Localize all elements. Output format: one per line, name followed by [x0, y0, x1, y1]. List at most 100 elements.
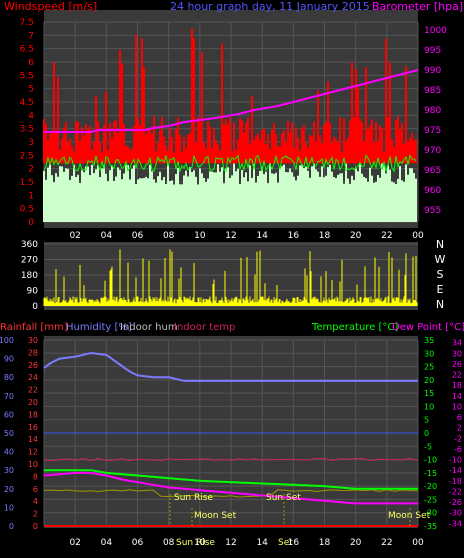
rainfall-tick: 0 — [33, 522, 38, 531]
windspeed-axis-label: Windspeed [m/s] — [4, 0, 97, 13]
sun-set-axis-label: Set — [278, 538, 293, 548]
dew-point-tick: 34 — [452, 339, 462, 348]
rainfall-tick: 20 — [28, 398, 38, 407]
temperature-tick: -25 — [424, 495, 437, 504]
moon-set-label: Moon Set — [194, 511, 237, 521]
barometer-tick: 960 — [424, 186, 441, 196]
x-tick: 16 — [288, 231, 300, 241]
direction-degree-tick: 180 — [21, 271, 38, 281]
rainfall-tick: 12 — [28, 448, 38, 457]
temperature-tick: -35 — [424, 522, 437, 531]
humidity-tick: 40 — [4, 448, 14, 457]
dew-point-tick: -18 — [449, 477, 462, 486]
rainfall-tick: 22 — [28, 386, 38, 395]
humidity-tick: 50 — [4, 429, 14, 438]
windspeed-tick: 1.5 — [20, 178, 34, 188]
windspeed-tick: 2 — [28, 165, 34, 175]
sun-moon-markers: Sun Rise Sun Set Moon Set Moon Set Sun R… — [169, 493, 431, 548]
x-tick: 02 — [69, 231, 80, 241]
windspeed-tick: 5 — [28, 85, 34, 95]
windspeed-tick: 1 — [28, 191, 34, 201]
direction-series — [43, 249, 418, 306]
dew-point-tick: 26 — [452, 360, 462, 369]
temp-x-tick-labels: 02 04 06 08 10 12 14 16 18 20 22 00 — [69, 538, 424, 548]
barometer-tick: 970 — [424, 146, 441, 156]
rainfall-tick: 30 — [28, 336, 38, 345]
windspeed-tick: 3.5 — [20, 125, 34, 135]
temperature-tick: 10 — [424, 402, 434, 411]
x-tick: 14 — [256, 231, 268, 241]
barometer-axis-label: Barometer [hpa] — [372, 0, 463, 13]
sun-rise-axis-label: Sun Rise — [176, 538, 215, 548]
dew-point-tick: 2 — [457, 424, 462, 433]
direction-degree-tick: 360 — [21, 240, 38, 250]
dew-point-tick: -2 — [454, 434, 462, 443]
temperature-tick: 25 — [424, 363, 434, 372]
x-tick: 06 — [132, 231, 144, 241]
x-tick: 20 — [350, 231, 362, 241]
temperature-tick: -15 — [424, 469, 437, 478]
rainfall-tick: 14 — [28, 435, 38, 444]
temperature-tick: 20 — [424, 376, 434, 385]
windspeed-tick-labels: 7.5 7 6.5 6 5.5 5 4.5 4 3.5 3 2.5 2 1.5 1 0.5 0 — [20, 18, 35, 228]
temperature-tick: -10 — [424, 456, 437, 465]
temp-x-tick: 02 — [69, 538, 80, 548]
temp-x-tick: 22 — [381, 538, 392, 548]
x-tick: 12 — [225, 231, 236, 241]
x-tick: 04 — [101, 231, 113, 241]
x-tick: 00 — [412, 231, 424, 241]
temp-x-tick: 08 — [163, 538, 175, 548]
direction-compass-tick: E — [437, 283, 444, 296]
dew-point-tick: -14 — [449, 466, 462, 475]
sun-set-label: Sun Set — [266, 493, 301, 503]
chart-title: 24 hour graph day, 11 January 2015 — [170, 0, 370, 13]
windspeed-tick: 7.5 — [20, 18, 34, 28]
dew-point-label: Dew Point [°C] — [392, 322, 464, 333]
humidity-tick: 70 — [4, 392, 14, 401]
dew-point-tick: -10 — [449, 456, 462, 465]
temp-x-tick: 14 — [256, 538, 268, 548]
windspeed-tick: 7 — [28, 31, 34, 41]
humidity-tick: 0 — [9, 522, 14, 531]
barometer-tick: 955 — [424, 206, 441, 216]
moon-set-label-2: Moon Set — [388, 511, 431, 521]
barometer-tick: 1000 — [424, 26, 447, 36]
windspeed-tick: 0 — [28, 218, 34, 228]
humidity-tick: 90 — [4, 355, 14, 364]
humidity-label: Humidity [%] — [66, 322, 132, 333]
humidity-tick: 30 — [4, 466, 14, 475]
windspeed-tick: 5.5 — [20, 71, 34, 81]
dew-point-tick: 30 — [452, 349, 462, 358]
windspeed-tick: 2.5 — [20, 151, 34, 161]
temp-x-tick: 12 — [225, 538, 236, 548]
temp-panel-legend: Rainfall [mm] Humidity [%] Indoor hum In… — [0, 322, 464, 333]
barometer-tick: 990 — [424, 66, 441, 76]
wind-x-tick-labels: 02 04 06 08 10 12 14 16 18 20 22 00 — [69, 231, 424, 241]
rainfall-tick: 8 — [33, 472, 38, 481]
temp-x-tick: 16 — [288, 538, 300, 548]
x-tick: 08 — [163, 231, 175, 241]
indoor-temp-label: Indoor temp — [174, 322, 235, 333]
humidity-tick: 80 — [4, 373, 14, 382]
direction-degree-tick: 0 — [32, 302, 38, 312]
temp-x-tick: 10 — [194, 538, 206, 548]
indoor-hum-label: Indoor hum — [120, 322, 178, 333]
rainfall-tick: 16 — [28, 423, 38, 432]
humidity-tick: 60 — [4, 410, 14, 419]
dew-point-tick: 14 — [452, 392, 462, 401]
rainfall-tick: 24 — [28, 373, 38, 382]
temperature-tick: -30 — [424, 509, 437, 518]
dew-point-tick: 10 — [452, 402, 462, 411]
windspeed-tick: 6.5 — [20, 45, 34, 55]
temp-x-tick: 00 — [412, 538, 424, 548]
temperature-tick: 15 — [424, 389, 434, 398]
temperature-tick: -20 — [424, 482, 437, 491]
dew-point-tick: -26 — [449, 498, 462, 507]
x-tick: 10 — [194, 231, 206, 241]
barometer-tick: 995 — [424, 46, 441, 56]
